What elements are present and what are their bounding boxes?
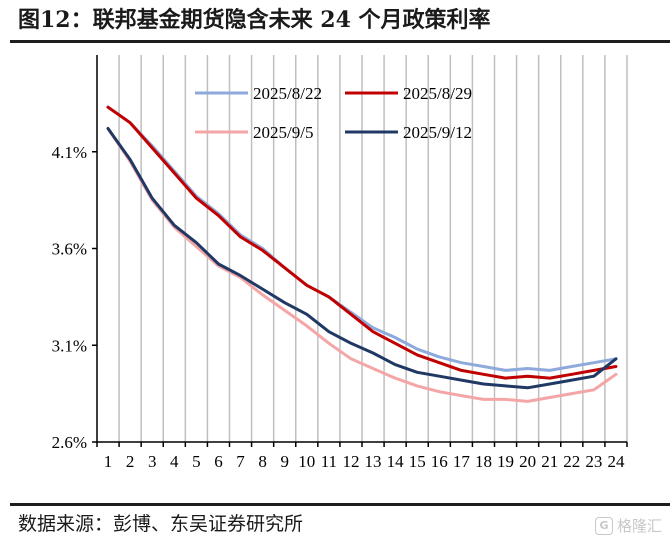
y-tick-label: 4.1% [52, 143, 87, 162]
y-axis-ticks: 2.6% 3.1% 3.6% 4.1% [52, 143, 97, 452]
x-tick-label: 10 [298, 452, 315, 471]
y-tick-label: 2.6% [52, 433, 87, 452]
series-line [106, 127, 618, 390]
grid-lines [118, 55, 628, 442]
bottom-rule [10, 503, 670, 506]
x-tick-label: 21 [541, 452, 558, 471]
x-axis-ticks: 1 2 3 4 5 6 7 8 9 10 11 12 13 14 15 16 17 18 19 20 21 22 23 24 [96, 442, 628, 471]
x-tick-label: 14 [387, 452, 405, 471]
x-tick-label: 24 [607, 452, 625, 471]
top-rule [10, 40, 670, 43]
x-tick-label: 6 [214, 452, 223, 471]
x-tick-label: 16 [431, 452, 448, 471]
series-line [106, 105, 618, 380]
x-tick-label: 9 [280, 452, 289, 471]
x-tick-label: 23 [585, 452, 602, 471]
watermark: G 格隆汇 [594, 515, 662, 537]
legend-label: 2025/9/12 [403, 123, 472, 142]
x-tick-label: 4 [170, 452, 179, 471]
x-tick-label: 11 [321, 452, 337, 471]
x-tick-label: 18 [475, 452, 492, 471]
x-tick-label: 3 [148, 452, 157, 471]
x-tick-label: 12 [342, 452, 359, 471]
x-tick-label: 7 [236, 452, 245, 471]
legend: 2025/8/22 2025/8/29 2025/9/5 2025/9/12 [195, 84, 472, 142]
series-lines [106, 105, 618, 403]
x-tick-label: 20 [519, 452, 536, 471]
chart-title: 图12：联邦基金期货隐含未来 24 个月政策利率 [18, 7, 491, 33]
y-tick-label: 3.1% [52, 336, 87, 355]
legend-label: 2025/9/5 [253, 123, 313, 142]
x-tick-label: 17 [453, 452, 471, 471]
series-line [106, 127, 618, 403]
x-tick-label: 1 [104, 452, 113, 471]
source-note: 数据来源：彭博、东吴证券研究所 [18, 513, 304, 535]
watermark-text: 格隆汇 [616, 517, 662, 535]
x-tick-label: 22 [563, 452, 580, 471]
x-tick-label: 2 [126, 452, 135, 471]
x-tick-label: 15 [409, 452, 426, 471]
x-tick-label: 19 [497, 452, 514, 471]
watermark-logo-icon: G [594, 517, 613, 535]
x-tick-label: 8 [258, 452, 267, 471]
y-tick-label: 3.6% [52, 240, 87, 259]
x-tick-label: 13 [365, 452, 382, 471]
legend-label: 2025/8/29 [403, 84, 472, 103]
legend-label: 2025/8/22 [253, 84, 322, 103]
x-tick-label: 5 [192, 452, 201, 471]
